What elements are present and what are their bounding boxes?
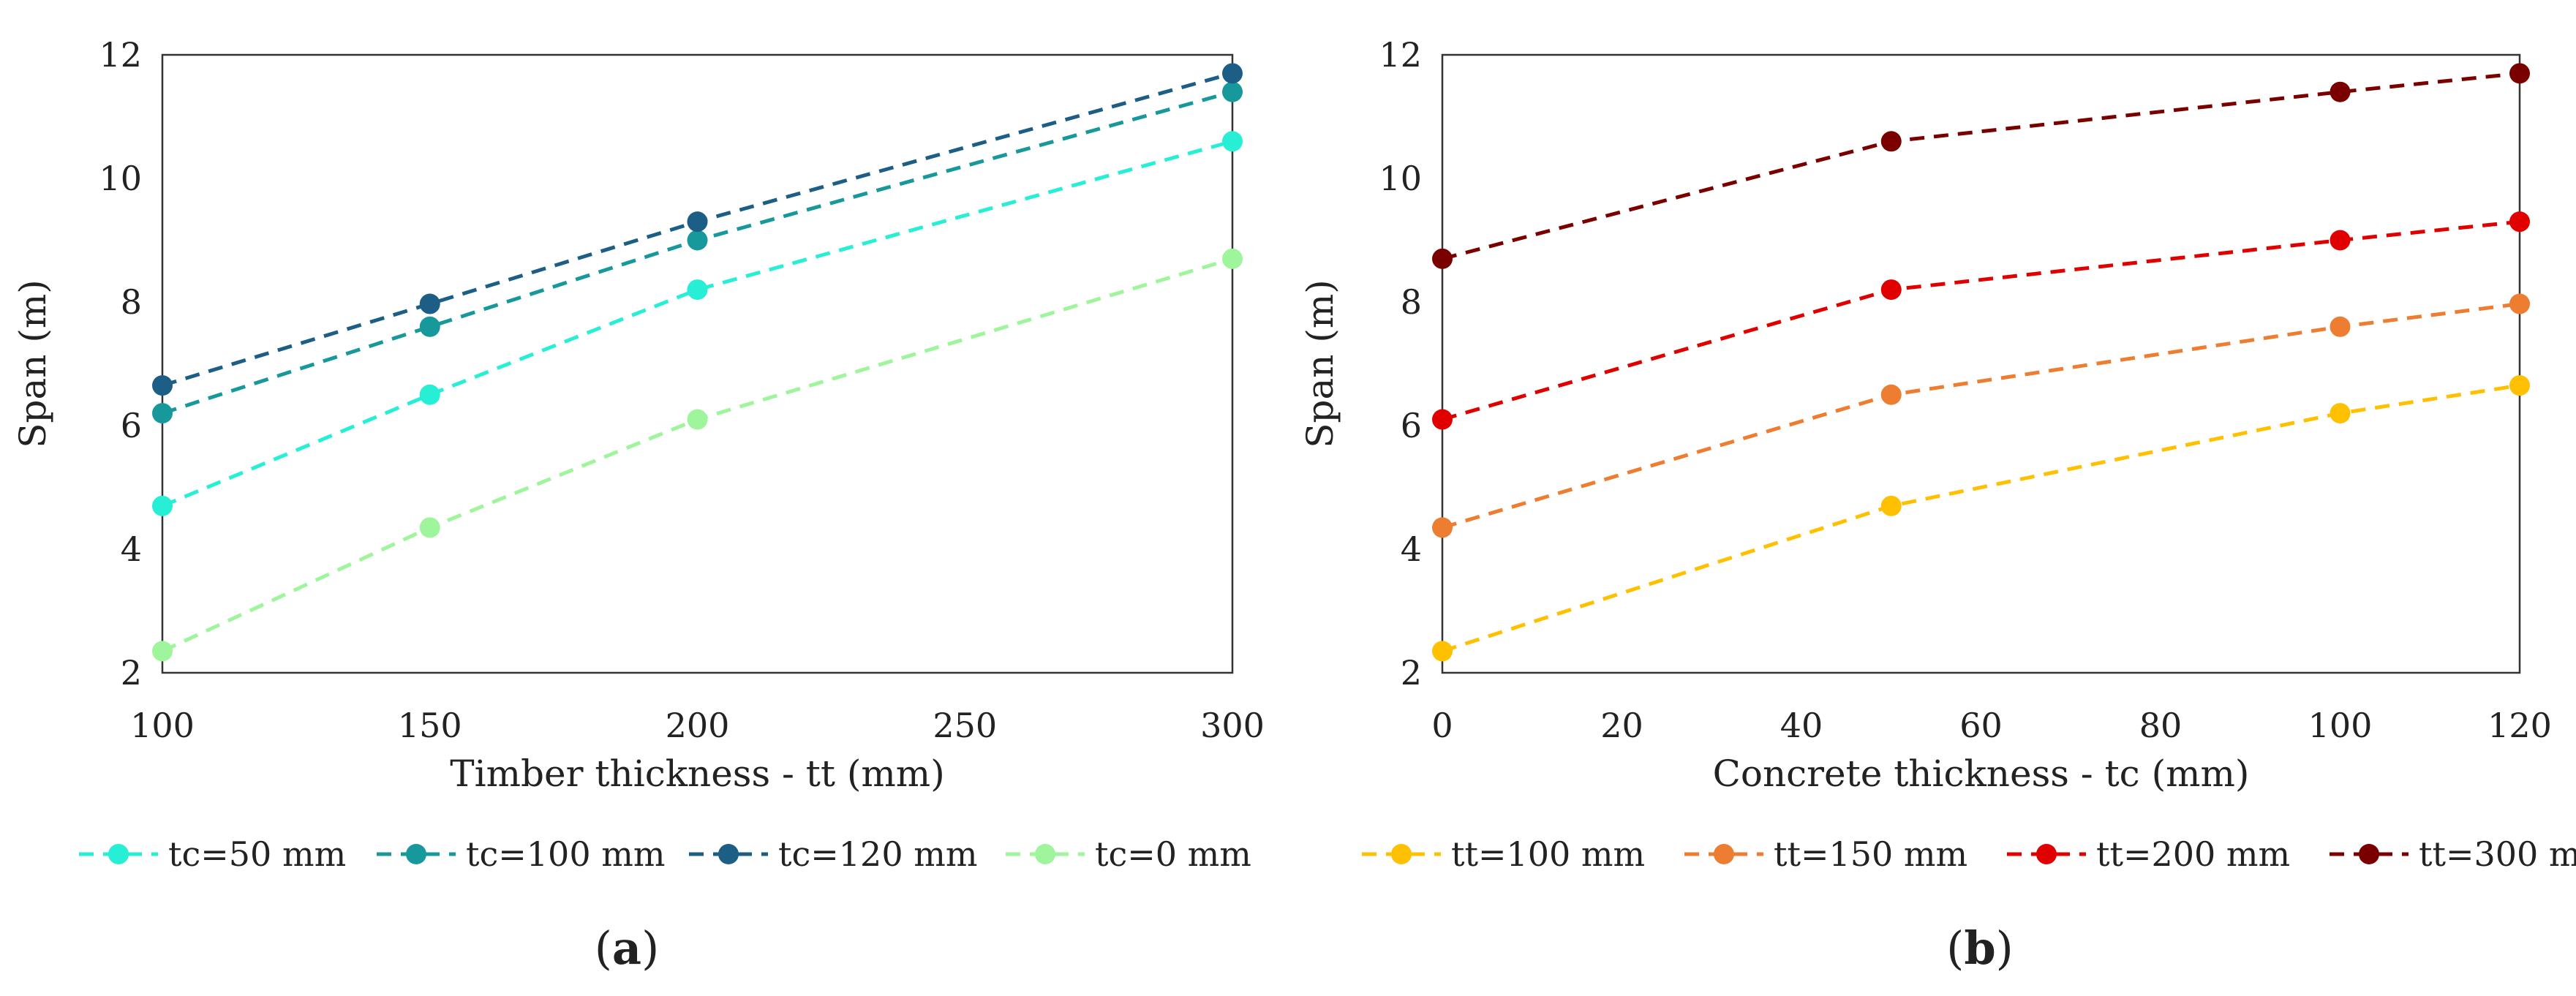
legend-label: tt=200 mm [2096,834,2290,874]
y-axis-title: Span (m) [1299,279,1341,448]
y-tick-label: 4 [1401,529,1422,569]
panel-label: (b) [1946,921,2014,975]
x-axis-title: Concrete thickness - tc (mm) [1713,752,2250,795]
data-point [1222,81,1243,102]
legend-marker [718,844,739,864]
series-line [162,90,1233,415]
data-point [1222,63,1243,84]
legend-label: tc=0 mm [1095,834,1251,874]
data-point [687,211,708,233]
x-tick-label: 200 [666,706,730,745]
series-line [1442,383,2520,653]
data-point [419,293,440,314]
legend-label: tc=120 mm [778,834,977,874]
legend-marker [1035,844,1055,864]
x-tick-label: 300 [1200,706,1265,745]
data-point [687,279,708,301]
data-point [152,403,173,424]
x-tick-label: 100 [130,706,195,745]
y-tick-label: 12 [1379,35,1422,75]
data-point [687,409,708,430]
x-tick-label: 120 [2488,706,2552,745]
panel-label-close-paren: ) [641,921,659,975]
panel-label-open-paren: ( [1946,921,1964,975]
data-point [1880,279,1902,301]
legend-label: tt=150 mm [1774,834,1967,874]
y-tick-label: 8 [1401,282,1422,322]
x-tick-label: 100 [2308,706,2373,745]
data-point [1432,517,1453,538]
data-point [152,375,173,396]
panel-label-open-paren: ( [595,921,612,975]
legend-marker [1391,844,1412,864]
data-point [1880,131,1902,152]
panel-label-letter: b [1964,921,1995,975]
legend-label: tt=300 mm [2419,834,2576,874]
series-line [1442,302,2520,529]
y-tick-label: 10 [99,159,142,198]
data-point [1222,131,1243,152]
panel-a-chart: 2 4 6 8 10 12 100 150 200 250 300 Timber thickness … [12,35,1265,975]
x-tick-label: 150 [398,706,462,745]
data-point [2509,375,2530,396]
y-tick-label: 2 [121,653,142,693]
data-point [152,495,173,516]
x-axis-title: Timber thickness - tt (mm) [450,752,944,795]
y-tick-label: 10 [1379,159,1422,198]
data-point [152,641,173,662]
x-tick-label: 60 [1959,706,2003,745]
data-point [1432,409,1453,430]
panel-label: (a) [595,921,660,975]
series-line [1442,71,2520,261]
plot-area-frame [1441,53,2521,674]
legend-label: tt=100 mm [1451,834,1645,874]
data-point [1222,248,1243,269]
y-tick-label: 6 [121,406,142,445]
legend-marker [108,844,129,864]
series-line [162,139,1233,508]
legend-label: tc=100 mm [466,834,665,874]
legend-marker [1714,844,1734,864]
data-point [2330,81,2351,102]
legend-label: tc=50 mm [168,834,346,874]
y-tick-label: 8 [121,282,142,322]
legend-marker [2036,844,2057,864]
data-point [419,316,440,337]
x-tick-label: 20 [1600,706,1643,745]
series-line [161,257,1233,653]
x-tick-label: 40 [1780,706,1823,745]
series-line [1442,219,2520,421]
y-tick-label: 6 [1401,406,1422,445]
series-line [162,71,1233,388]
data-point [687,230,708,251]
y-tick-label: 2 [1401,653,1422,693]
legend-marker [2359,844,2379,864]
data-point [2509,63,2530,84]
plot-area-frame [161,53,1234,674]
data-point [2330,403,2351,424]
x-tick-label: 0 [1431,706,1453,745]
data-point [2330,230,2351,251]
data-point [1432,248,1453,269]
panel-label-letter: a [612,921,641,975]
x-tick-label: 250 [933,706,997,745]
x-tick-label: 80 [2139,706,2183,745]
data-point [2509,211,2530,233]
legend-marker [406,844,426,864]
y-tick-label: 12 [99,35,142,75]
data-point [1880,495,1902,516]
data-point [419,517,440,538]
data-point [1880,384,1902,405]
y-tick-label: 4 [121,529,142,569]
data-point [419,384,440,405]
panel-label-close-paren: ) [1996,921,2014,975]
y-axis-title: Span (m) [12,279,54,448]
data-point [2509,293,2530,314]
data-point [2330,316,2351,337]
data-point [1432,641,1453,662]
